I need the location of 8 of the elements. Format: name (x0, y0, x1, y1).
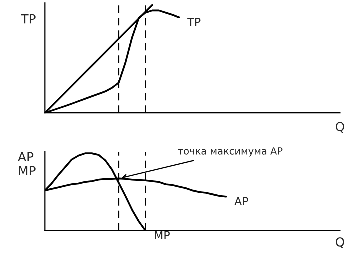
series-label: MP (155, 231, 170, 240)
y-axis-title: AP MP (18, 152, 36, 176)
series-label: AP (234, 197, 248, 206)
annotation: точка максимума AP (178, 148, 283, 157)
x-axis-title: Q (336, 122, 344, 133)
y-axis-title: TP (21, 14, 36, 24)
series-label: TP (188, 18, 201, 26)
x-axis-title: Q (336, 237, 344, 248)
